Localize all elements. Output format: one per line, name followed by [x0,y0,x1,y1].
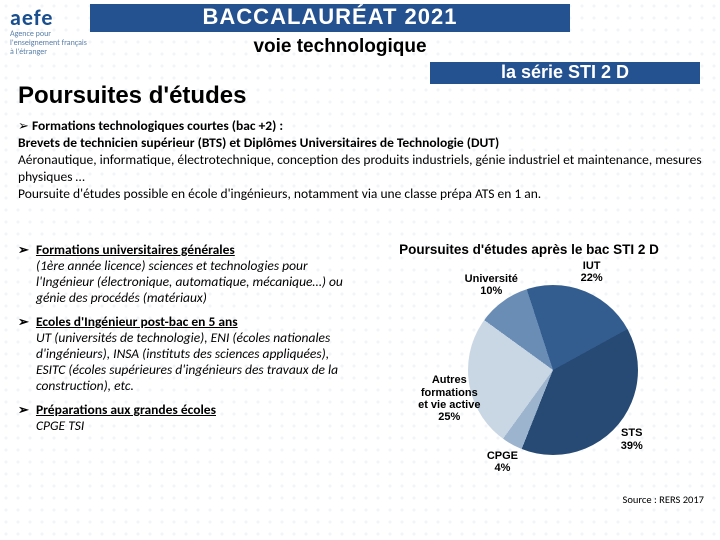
item-head: Préparations aux grandes écoles [36,401,216,418]
bullet-icon: ➢ [18,403,29,418]
list-item: ➢ Ecoles d'Ingénieur post-bac en 5 ans U… [18,314,348,394]
pie-label: Autres formationset vie active25% [404,374,494,422]
pie-label: Université10% [461,273,521,297]
logo-text: aefe [10,4,53,31]
bullet-icon: ➢ [18,119,29,134]
item-sub: CPGE TSI [36,418,348,434]
item-sub: UT (universités de technologie), ENI (éc… [36,330,348,394]
serie-label: la série STI 2 D [501,62,629,82]
bullet-icon: ➢ [18,315,29,330]
subtitle-bar: voie technologique [150,36,530,60]
serie-bar: la série STI 2 D [430,62,700,84]
subtitle: voie technologique [150,36,530,58]
list-item: ➢ Préparations aux grandes écoles CPGE T… [18,402,348,434]
intro-line3: Poursuite d'études possible en école d'i… [18,185,541,202]
list-item: ➢ Formations universitaires générales (1… [18,242,348,306]
intro-head: Formations technologiques courtes (bac +… [32,117,283,134]
logo: aefe Agence pour l'enseignement français… [10,6,87,57]
section-title: Poursuites d'études [18,82,246,110]
item-sub: (1ère année licence) sciences et technol… [36,258,348,306]
title-bar: BACCALAURÉAT 2021 [90,4,570,32]
item-head: Ecoles d'Ingénieur post-bac en 5 ans [36,313,238,330]
intro-block: ➢ Formations technologiques courtes (bac… [18,118,702,203]
right-column: Poursuites d'études après le bac STI 2 D… [348,242,710,532]
intro-line1: Brevets de technicien supérieur (BTS) et… [18,134,499,151]
chart-source: Source : RERS 2017 [623,493,704,506]
item-head: Formations universitaires générales [36,241,235,258]
pie-chart: Université10% IUT22% STS39% CPGE4% Autres fo… [358,261,688,491]
pie-label: STS39% [602,427,662,451]
left-column: ➢ Formations universitaires générales (1… [18,242,348,532]
pie-label: CPGE4% [472,450,532,474]
columns: ➢ Formations universitaires générales (1… [18,242,710,532]
pie-label: IUT22% [562,260,622,284]
chart-title: Poursuites d'études après le bac STI 2 D [348,242,710,257]
bullet-icon: ➢ [18,243,29,258]
intro-line2: Aéronautique, informatique, électrotechn… [18,151,702,185]
page-title: BACCALAURÉAT 2021 [90,4,570,30]
